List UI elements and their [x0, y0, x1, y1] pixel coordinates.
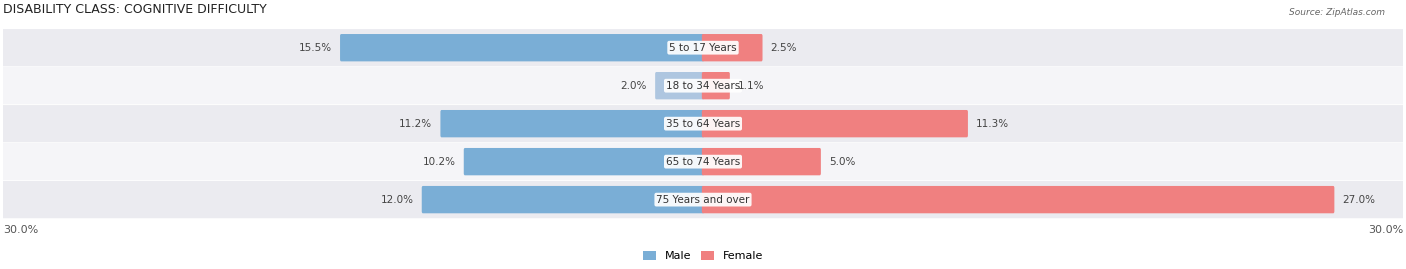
Text: 27.0%: 27.0%	[1343, 195, 1375, 205]
FancyBboxPatch shape	[3, 67, 1403, 104]
Text: 65 to 74 Years: 65 to 74 Years	[666, 157, 740, 167]
Text: 2.5%: 2.5%	[770, 43, 797, 53]
Text: 30.0%: 30.0%	[1368, 225, 1403, 235]
Text: 2.0%: 2.0%	[620, 81, 647, 91]
FancyBboxPatch shape	[702, 186, 1334, 213]
FancyBboxPatch shape	[702, 34, 762, 61]
FancyBboxPatch shape	[422, 186, 704, 213]
Text: 1.1%: 1.1%	[738, 81, 765, 91]
Text: 10.2%: 10.2%	[423, 157, 456, 167]
FancyBboxPatch shape	[655, 72, 704, 99]
Text: 30.0%: 30.0%	[3, 225, 38, 235]
Text: Source: ZipAtlas.com: Source: ZipAtlas.com	[1289, 8, 1385, 17]
Text: 11.3%: 11.3%	[976, 119, 1010, 129]
FancyBboxPatch shape	[3, 105, 1403, 142]
Text: DISABILITY CLASS: COGNITIVE DIFFICULTY: DISABILITY CLASS: COGNITIVE DIFFICULTY	[3, 3, 267, 16]
FancyBboxPatch shape	[464, 148, 704, 175]
Text: 5.0%: 5.0%	[830, 157, 855, 167]
FancyBboxPatch shape	[702, 72, 730, 99]
FancyBboxPatch shape	[340, 34, 704, 61]
FancyBboxPatch shape	[702, 110, 967, 137]
FancyBboxPatch shape	[3, 29, 1403, 66]
Legend: Male, Female: Male, Female	[638, 246, 768, 266]
FancyBboxPatch shape	[702, 148, 821, 175]
Text: 35 to 64 Years: 35 to 64 Years	[666, 119, 740, 129]
Text: 12.0%: 12.0%	[381, 195, 413, 205]
FancyBboxPatch shape	[3, 143, 1403, 180]
Text: 15.5%: 15.5%	[298, 43, 332, 53]
FancyBboxPatch shape	[3, 181, 1403, 218]
Text: 5 to 17 Years: 5 to 17 Years	[669, 43, 737, 53]
Text: 18 to 34 Years: 18 to 34 Years	[666, 81, 740, 91]
Text: 11.2%: 11.2%	[399, 119, 432, 129]
Text: 75 Years and over: 75 Years and over	[657, 195, 749, 205]
FancyBboxPatch shape	[440, 110, 704, 137]
